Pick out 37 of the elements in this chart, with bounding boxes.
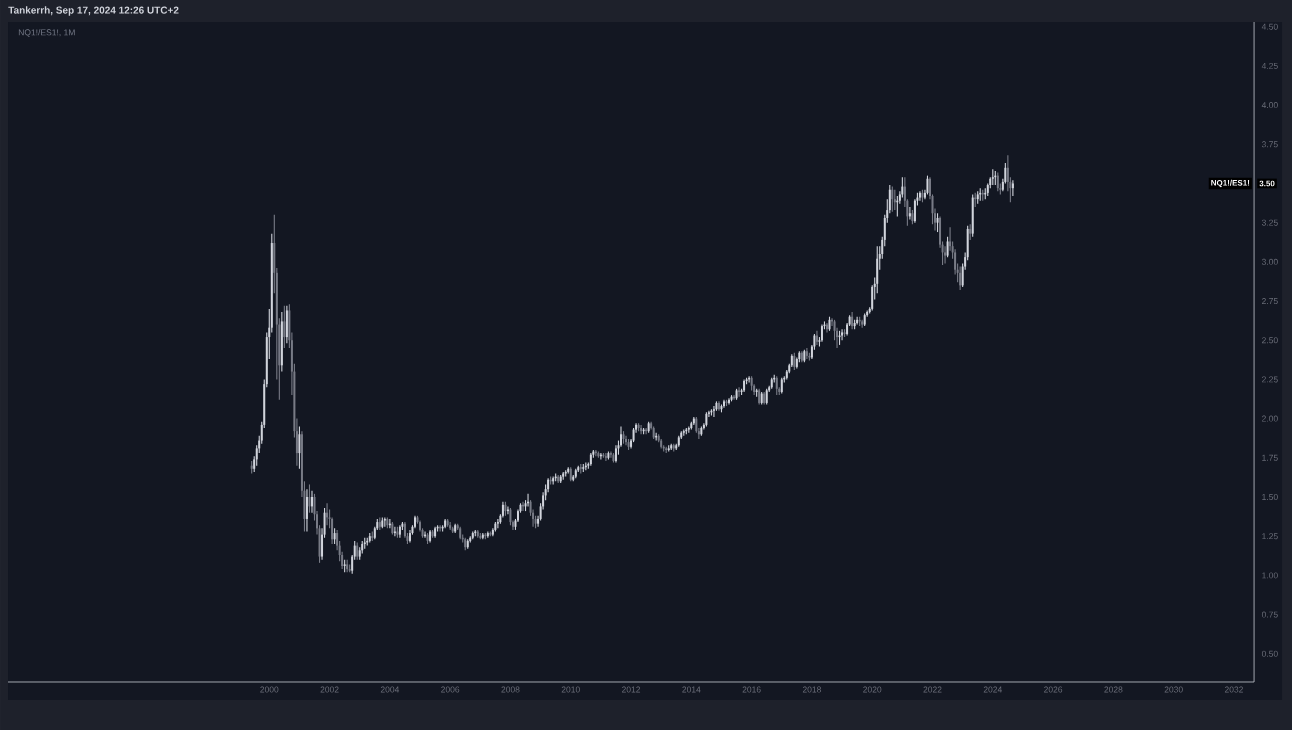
x-tick-label: 2004 <box>380 686 400 693</box>
x-tick-label: 2002 <box>320 686 339 693</box>
y-tick-label: 1.75 <box>1262 454 1278 461</box>
x-tick-label: 2028 <box>1104 686 1123 693</box>
y-tick-label: 3.25 <box>1261 219 1278 226</box>
y-tick-label: 1.25 <box>1262 533 1278 540</box>
y-tick-label: 2.75 <box>1262 298 1278 305</box>
y-tick-label: 1.50 <box>1262 494 1278 500</box>
x-tick-label: 2010 <box>561 686 580 693</box>
x-tick-label: 2006 <box>441 686 460 693</box>
y-tick-label: 4.50 <box>1261 23 1278 30</box>
x-tick-label: 2022 <box>923 686 942 693</box>
y-tick-label: 3.75 <box>1261 141 1278 148</box>
text: Tankerrh, Sep 17, 2024 12:26 UTC+2 <box>8 6 179 16</box>
x-tick-label: 2012 <box>622 686 641 693</box>
y-tick-label: 1.00 <box>1262 572 1278 579</box>
x-tick-label: 2018 <box>802 686 821 693</box>
y-tick-label: 4.00 <box>1261 102 1278 109</box>
x-tick-label: 2020 <box>863 686 882 693</box>
y-tick-label: 2.50 <box>1262 337 1278 344</box>
x-tick-label: 2024 <box>983 686 1002 693</box>
y-tick-label: 0.50 <box>1261 650 1278 657</box>
y-tick-label: 2.00 <box>1262 415 1278 422</box>
x-tick-label: 2016 <box>742 686 761 693</box>
y-tick-label: 2.25 <box>1262 376 1278 383</box>
x-tick-label: 2032 <box>1224 686 1243 693</box>
x-tick-label: 2008 <box>501 686 520 693</box>
y-tick-label: 4.25 <box>1261 62 1278 69</box>
x-tick-label: 2030 <box>1164 686 1183 693</box>
x-tick-label: 2014 <box>682 686 701 693</box>
text: 3.50 <box>1259 180 1275 187</box>
text: NQ1!/ES1!, 1M <box>18 29 75 37</box>
x-tick-label: 2000 <box>260 686 279 693</box>
y-tick-label: 0.75 <box>1261 611 1278 618</box>
y-tick-label: 3.00 <box>1261 258 1278 265</box>
x-tick-label: 2026 <box>1044 686 1063 693</box>
annotation: NQ1!/ES1! <box>1211 179 1250 188</box>
